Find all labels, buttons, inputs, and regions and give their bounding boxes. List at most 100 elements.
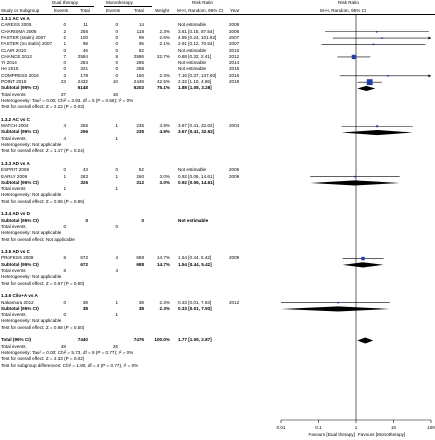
study-point	[361, 256, 365, 261]
events-label: Total events	[1, 343, 26, 349]
total-dual: 11	[83, 22, 88, 28]
risk-ratio-ci: 1.77 [1.09, 2.87]	[178, 337, 212, 343]
total-mono: 688	[136, 255, 144, 261]
events-mono: 25	[112, 343, 118, 349]
events-mono: 0	[115, 28, 118, 34]
year: 2005	[229, 22, 240, 28]
year: 2007	[229, 34, 240, 40]
header-group1-rule	[52, 6, 94, 7]
subtotal-label: Subtotal (95% CI)	[1, 217, 39, 223]
subtotal-diamond	[357, 85, 376, 92]
events-dual: 37	[60, 91, 66, 97]
weight: 3.0%	[159, 173, 170, 179]
header-rule	[0, 14, 435, 15]
note-label: Heterogeneity: Not applicable	[1, 230, 62, 236]
header-events2: Events	[106, 8, 121, 13]
total-dual: 98	[82, 41, 88, 47]
header-plot-title: Risk Ratio	[338, 0, 359, 5]
study-point	[337, 301, 339, 304]
events-dual: 6	[63, 268, 66, 273]
events-mono: 0	[115, 60, 118, 66]
study-name: CHANCE 2012	[1, 53, 32, 59]
year: 2014	[229, 60, 240, 66]
subtotal-label: Subtotal (95% CI)	[1, 129, 39, 135]
note-label: Test for overall effect: Not applicable	[1, 236, 75, 242]
risk-ratio-ci: Not estimable	[178, 167, 207, 173]
note-label: Heterogeneity: Not applicable	[1, 274, 62, 280]
total-mono: 14	[138, 22, 144, 28]
events-dual: 0	[63, 66, 66, 72]
total-mono: 6203	[133, 85, 144, 91]
study-point	[353, 175, 356, 178]
risk-ratio-ci: Not estimable	[178, 60, 207, 66]
events-dual: 0	[63, 47, 66, 53]
events-mono: 0	[115, 72, 118, 78]
total-dual: 2432	[77, 79, 88, 84]
note-label: Test for overall effect: Z = 1.17 (P = 0…	[1, 148, 85, 154]
events-label: Total events	[1, 186, 26, 192]
note-label: Test for overall effect: Z = 0.06 (P = 0…	[1, 198, 85, 204]
weight: 2.3%	[159, 299, 170, 305]
risk-ratio-ci: 1.54 [0.44, 5.42]	[178, 261, 212, 267]
subgroup-label: 1.3.2 AC vs C	[1, 116, 30, 122]
events-dual: 0	[63, 167, 66, 173]
events-mono: 0	[115, 223, 118, 229]
total-mono: 99	[138, 34, 144, 40]
total-dual: 7440	[77, 337, 88, 343]
total-mono: 38	[138, 299, 144, 305]
study-name: EARLY 2009	[1, 173, 28, 179]
events-dual: 1	[63, 41, 66, 47]
weight: 42.5%	[156, 79, 170, 84]
total-label: Total (95% CI)	[1, 337, 32, 343]
subgroup-label: 1.3.4 AD vs D	[1, 211, 30, 217]
events-dual: 23	[60, 79, 66, 84]
study-name: FASTER (statin) 2007	[1, 34, 46, 40]
total-mono: 118	[136, 28, 144, 34]
total-mono: 288	[136, 66, 144, 72]
risk-ratio-ci: 2.91 [0.12, 70.54]	[178, 41, 214, 47]
note-label: Test for subgroup differences: Chi² = 1.…	[1, 362, 139, 368]
header-study: Study or Subgroup	[1, 8, 40, 13]
subtotal-diamond	[310, 180, 400, 186]
risk-ratio-ci: 0.33 [0.01, 7.93]	[178, 299, 212, 305]
total-dual: 672	[80, 261, 88, 267]
events-mono: 10	[112, 79, 118, 84]
risk-ratio-ci: 4.95 [0.24, 101.62]	[178, 34, 217, 40]
events-label: Total events	[1, 135, 26, 141]
study-name: YI 2014	[1, 60, 17, 66]
study-name: CARESS 2005	[1, 22, 32, 28]
events-mono: 1	[115, 299, 118, 305]
events-dual: 0	[63, 60, 66, 66]
subtotal-label: Subtotal (95% CI)	[1, 261, 39, 267]
total-mono: 7476	[133, 337, 144, 343]
header-year: Year	[230, 8, 240, 13]
risk-ratio-ci: 1.88 [1.08, 3.28]	[178, 85, 212, 91]
events-dual: 7	[63, 53, 66, 59]
total-dual: 326	[80, 179, 88, 185]
total-mono: 95	[138, 41, 144, 47]
ci-arrow-right	[428, 74, 431, 78]
total-mono: 2586	[133, 53, 144, 59]
header-events1: Events	[54, 8, 69, 13]
study-name: MATCH 2004	[1, 123, 29, 129]
total-dual: 100	[80, 34, 88, 40]
year: 2004	[229, 123, 240, 129]
note-label: Test for overall effect: Z = 0.67 (P = 0…	[1, 280, 85, 286]
risk-ratio-ci: 3.67 [0.41, 32.62]	[178, 123, 214, 129]
study-point	[366, 79, 373, 86]
weight: 2.6%	[159, 34, 170, 40]
events-mono: 1	[115, 173, 118, 179]
year: 2015	[229, 66, 240, 72]
total-dual: 672	[80, 255, 88, 261]
events-dual: 4	[63, 123, 66, 129]
header-group2-rule	[104, 6, 152, 7]
events-mono: 4	[115, 268, 118, 273]
total-dual: 6148	[77, 85, 88, 91]
study-name: ESPRIT 2006	[1, 167, 30, 173]
header-weight: Weight	[155, 8, 170, 13]
tick-label-0.1: 0.1	[315, 425, 322, 430]
total-dual: 256	[80, 123, 88, 129]
subgroup-label: 1.3.1 AC vs A	[1, 16, 30, 21]
study-name: COMPRESS 2016	[1, 72, 39, 78]
study-name: POINT 2018	[1, 79, 27, 84]
